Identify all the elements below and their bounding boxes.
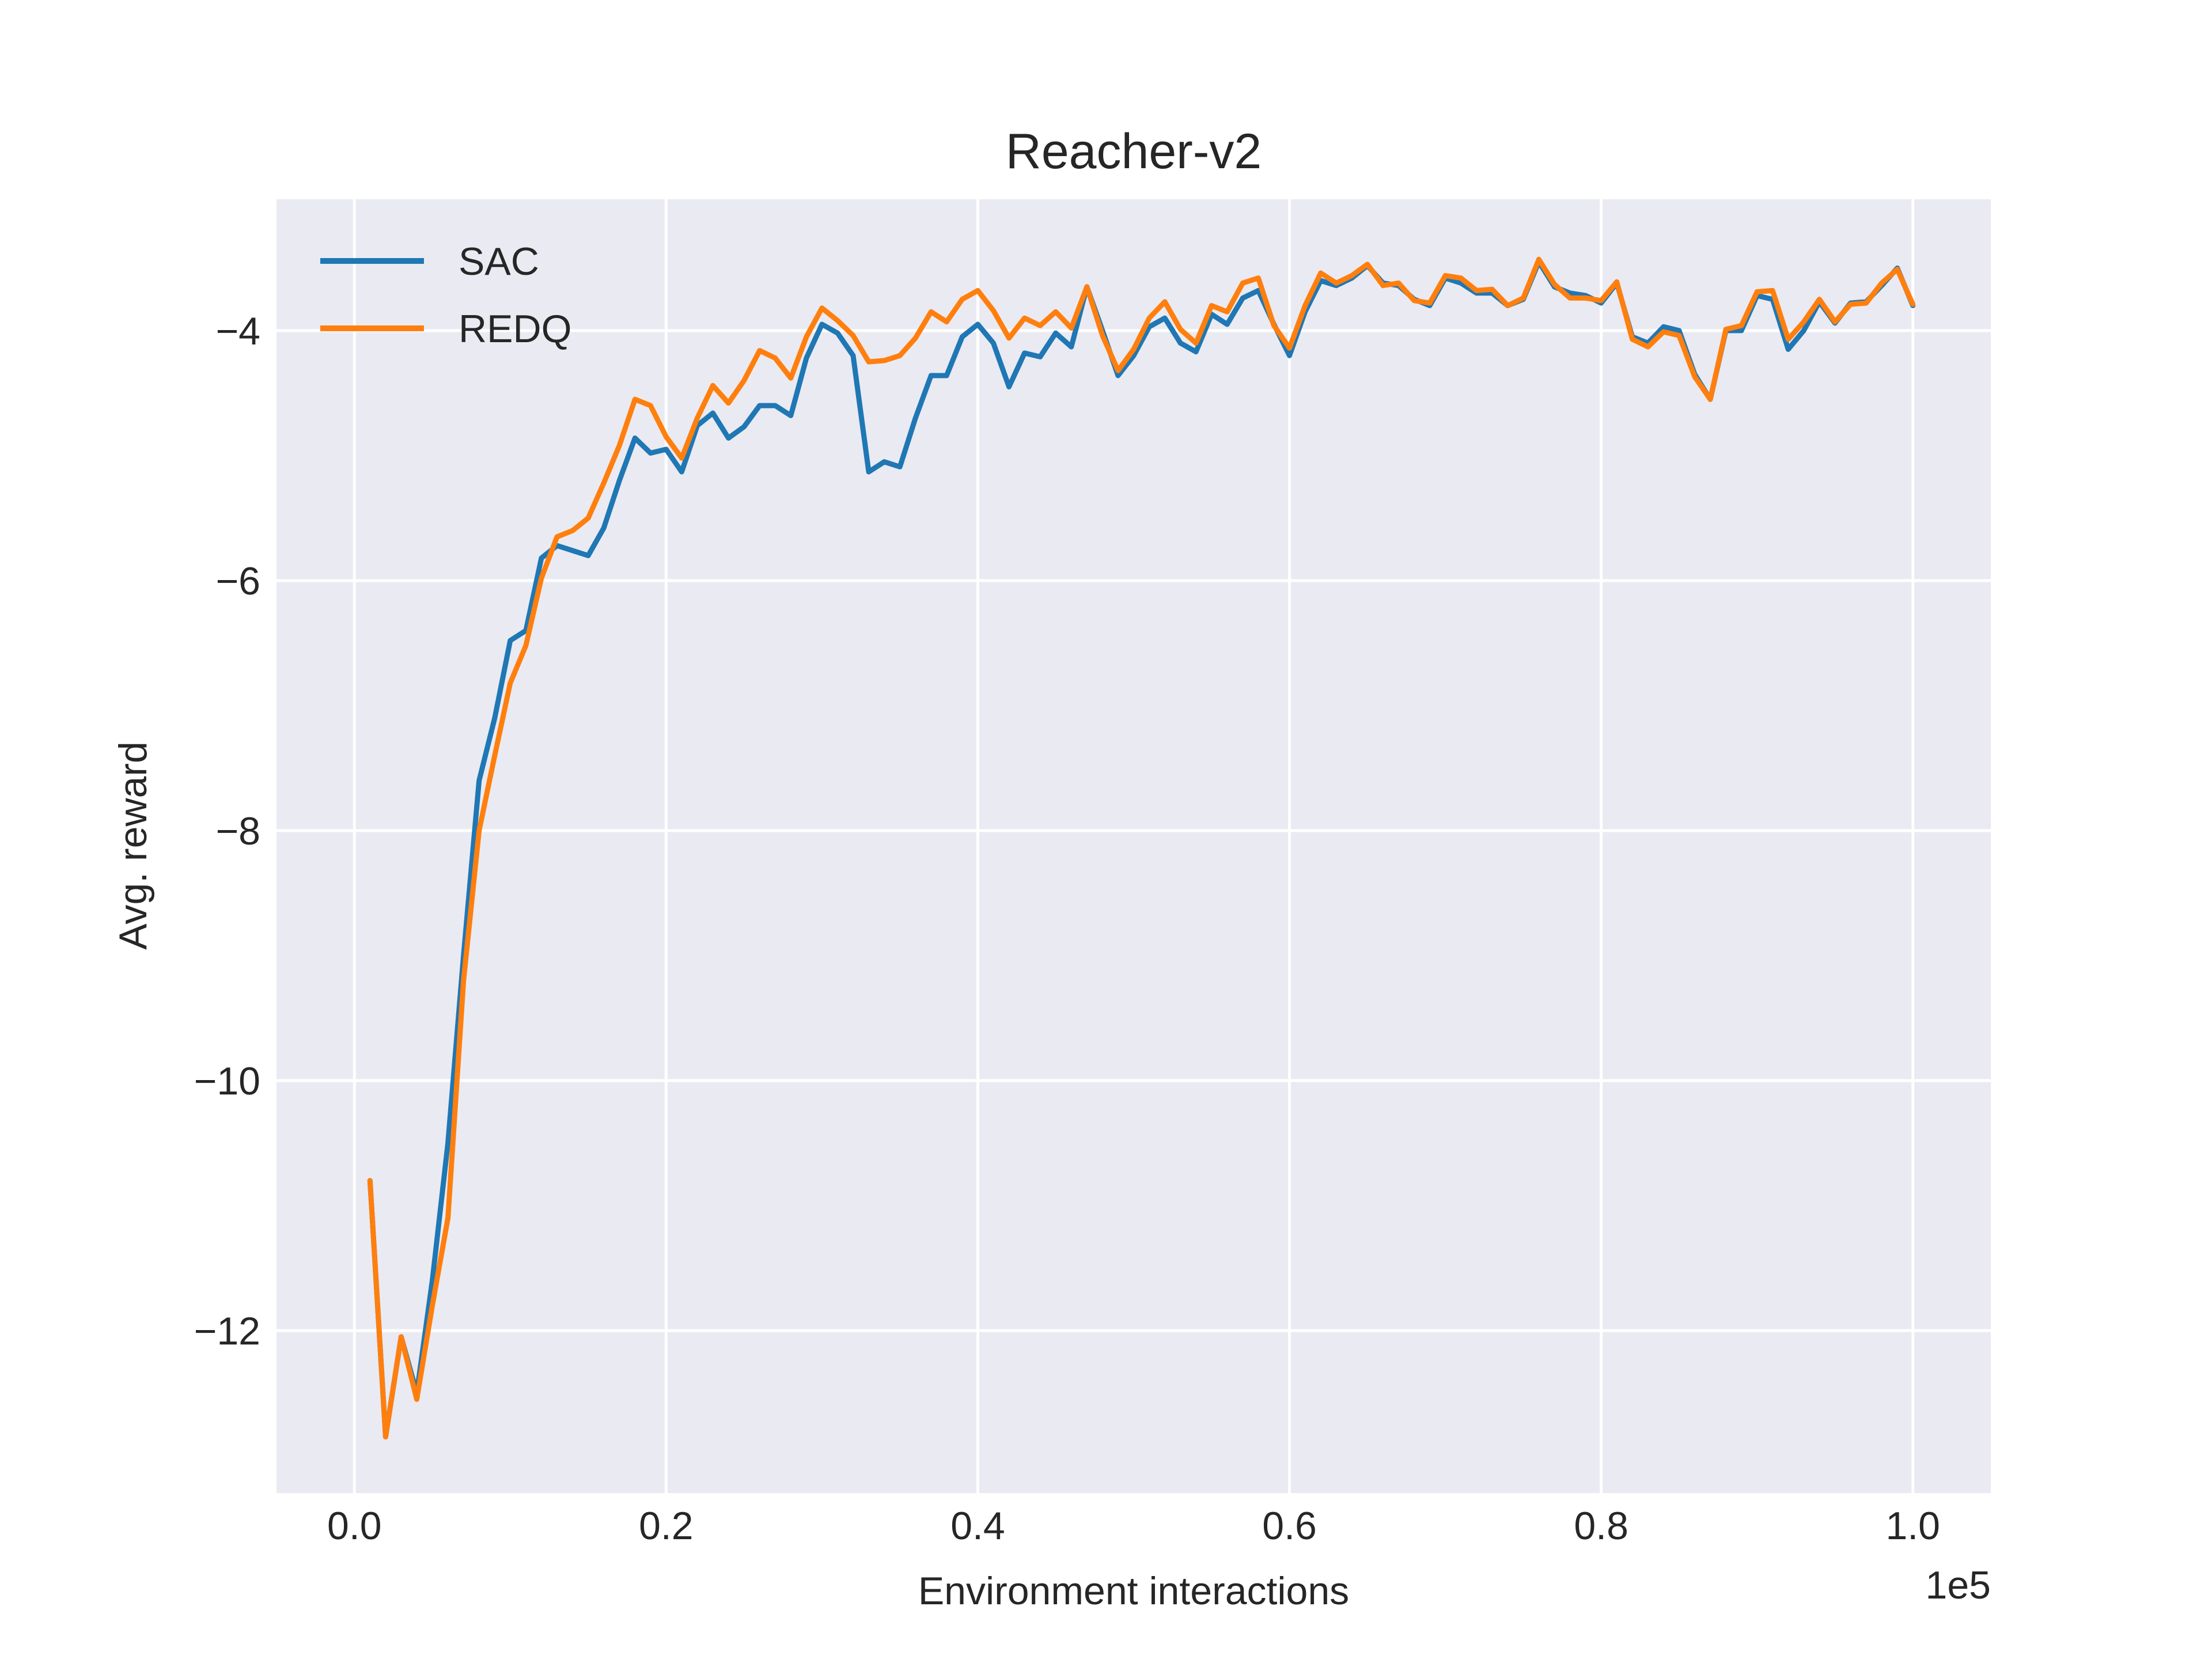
plot-background — [276, 199, 1991, 1493]
x-tick-label: 0.6 — [1262, 1504, 1317, 1548]
series-lines — [367, 256, 1916, 1440]
y-tick-labels: −12 −10 −8 −6 −4 — [194, 309, 260, 1353]
x-tick-label: 0.0 — [327, 1504, 382, 1548]
x-tick-label: 0.4 — [950, 1504, 1005, 1548]
legend: SAC REDQ — [320, 240, 571, 351]
x-tick-label: 1.0 — [1885, 1504, 1940, 1548]
y-tick-label: −4 — [215, 309, 260, 353]
chart-title: Reacher-v2 — [1006, 124, 1262, 179]
legend-label-sac: SAC — [459, 240, 539, 283]
x-tick-labels: 0.0 0.2 0.4 0.6 0.8 1.0 — [327, 1504, 1940, 1548]
y-tick-label: −12 — [194, 1309, 260, 1353]
y-axis-label: Avg. reward — [111, 741, 155, 950]
x-axis-offset-label: 1e5 — [1926, 1563, 1991, 1607]
y-tick-label: −10 — [194, 1059, 260, 1103]
grid-lines — [276, 199, 1991, 1493]
series-line-sac — [367, 259, 1916, 1440]
series-line-redq — [367, 256, 1916, 1440]
y-tick-label: −8 — [215, 809, 260, 853]
x-tick-label: 0.2 — [639, 1504, 694, 1548]
x-tick-label: 0.8 — [1574, 1504, 1628, 1548]
legend-label-redq: REDQ — [459, 307, 571, 351]
x-axis-label: Environment interactions — [918, 1569, 1349, 1613]
y-tick-label: −6 — [215, 559, 260, 603]
